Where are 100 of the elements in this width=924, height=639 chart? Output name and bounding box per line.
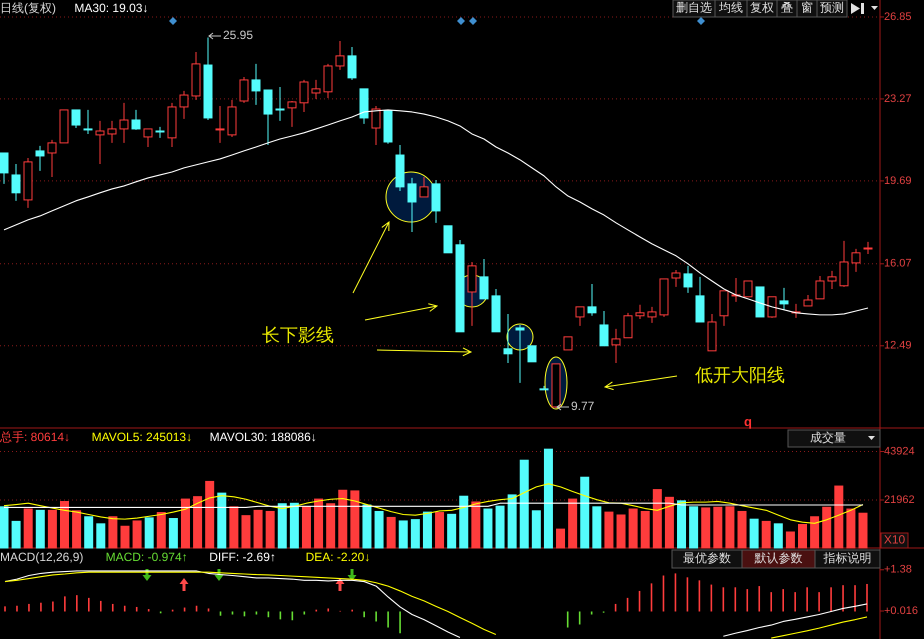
candlestick bbox=[828, 270, 836, 290]
bar bbox=[750, 518, 759, 548]
candlestick bbox=[240, 76, 248, 104]
bar bbox=[701, 507, 710, 548]
y-tick-label: 12.49 bbox=[884, 340, 912, 352]
annotation: 均线 bbox=[718, 0, 743, 15]
candlestick bbox=[516, 324, 524, 384]
text: MA30: 19.03↓ bbox=[74, 1, 148, 16]
bar bbox=[858, 512, 868, 548]
line-series bbox=[3, 109, 869, 316]
candlestick bbox=[0, 152, 8, 184]
annotation: 最优参数 bbox=[683, 551, 731, 566]
candlestick bbox=[744, 280, 752, 298]
bar bbox=[0, 506, 8, 548]
bar bbox=[362, 504, 372, 548]
candlestick bbox=[348, 46, 356, 80]
candlestick bbox=[216, 106, 224, 144]
annotation: 成交量 bbox=[810, 430, 846, 445]
bar bbox=[664, 496, 674, 548]
series-label: DIFF: -2.69↑ bbox=[209, 550, 276, 564]
annotation: 默认参数 bbox=[754, 551, 802, 566]
candlestick bbox=[180, 90, 188, 120]
bar bbox=[278, 503, 287, 548]
y-tick-label: 26.85 bbox=[884, 10, 912, 23]
candlestick bbox=[156, 126, 164, 138]
y-tick-label: 16.07 bbox=[884, 258, 912, 270]
bar bbox=[386, 516, 396, 548]
candlestick bbox=[672, 269, 680, 288]
candlestick bbox=[120, 102, 128, 144]
candlestick bbox=[108, 120, 116, 144]
candlestick bbox=[636, 304, 644, 320]
candlestick bbox=[300, 79, 308, 112]
text: X10 bbox=[884, 532, 906, 547]
bar bbox=[604, 512, 614, 548]
bar bbox=[168, 518, 178, 548]
bar bbox=[846, 508, 856, 548]
y-tick-label: +1.38 bbox=[884, 564, 912, 576]
bar bbox=[266, 510, 275, 548]
bar bbox=[217, 492, 226, 548]
bar bbox=[350, 490, 360, 548]
candlestick bbox=[372, 106, 380, 146]
bar bbox=[725, 506, 734, 548]
candlestick bbox=[588, 283, 596, 316]
candlestick bbox=[288, 100, 296, 128]
candlestick bbox=[504, 313, 512, 364]
candlestick bbox=[612, 328, 620, 364]
candlestick bbox=[72, 109, 80, 129]
candlestick bbox=[408, 177, 416, 232]
bar bbox=[471, 501, 480, 548]
candlestick bbox=[684, 265, 692, 294]
bar bbox=[652, 489, 662, 548]
bar bbox=[762, 520, 771, 548]
bar bbox=[677, 500, 686, 548]
bar bbox=[508, 494, 517, 548]
candlestick bbox=[12, 163, 20, 202]
candlestick bbox=[480, 258, 488, 300]
bar bbox=[592, 506, 602, 548]
bar bbox=[580, 476, 590, 548]
annotation: 25.95 bbox=[223, 28, 254, 42]
bar bbox=[24, 508, 33, 548]
y-tick-label: 23.27 bbox=[884, 92, 912, 105]
bar bbox=[786, 531, 795, 548]
annotation: 指标说明 bbox=[822, 551, 872, 566]
bar bbox=[422, 512, 432, 548]
candlestick bbox=[84, 109, 92, 134]
bar bbox=[338, 490, 348, 548]
candlestick bbox=[252, 63, 260, 106]
annotation: 长下影线 bbox=[262, 325, 334, 345]
candlestick bbox=[852, 248, 860, 272]
bar bbox=[144, 517, 154, 548]
candlestick bbox=[312, 79, 320, 100]
bar bbox=[241, 515, 250, 548]
bar bbox=[410, 519, 420, 548]
bar bbox=[36, 510, 45, 548]
annotation: 删自选 bbox=[676, 0, 712, 15]
annotation: 窗 bbox=[801, 0, 813, 15]
bar bbox=[568, 498, 578, 548]
bar bbox=[520, 460, 529, 548]
bar bbox=[459, 496, 468, 548]
bar bbox=[483, 508, 492, 548]
bar bbox=[532, 510, 541, 548]
bar bbox=[447, 514, 456, 548]
candlestick bbox=[36, 145, 44, 172]
bar bbox=[290, 502, 299, 548]
candlestick bbox=[780, 287, 788, 310]
bar bbox=[774, 523, 783, 548]
y-tick-label: 19.69 bbox=[884, 174, 912, 187]
candlestick bbox=[864, 241, 872, 254]
bar bbox=[60, 501, 69, 548]
bar bbox=[302, 506, 311, 548]
candlestick bbox=[816, 275, 824, 300]
bar bbox=[374, 510, 384, 548]
bar bbox=[326, 503, 336, 548]
bar bbox=[544, 448, 553, 548]
bar bbox=[108, 516, 118, 548]
bar bbox=[435, 512, 444, 548]
bar bbox=[834, 486, 844, 548]
bar bbox=[96, 523, 106, 548]
y-tick-label: 43924 bbox=[884, 445, 915, 458]
bar bbox=[398, 520, 408, 548]
